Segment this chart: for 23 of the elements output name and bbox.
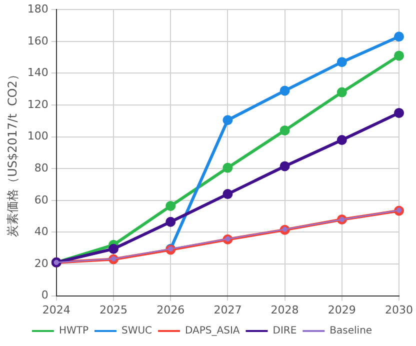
y-tick-label: 0 <box>41 288 48 302</box>
y-tick-label: 180 <box>27 2 48 16</box>
legend-label: DAPS_ASIA <box>185 326 240 337</box>
x-tick-label: 2028 <box>270 303 299 316</box>
y-tick-label: 40 <box>34 225 48 238</box>
y-tick-label: 60 <box>34 193 48 206</box>
legend-label: DIRE <box>272 326 297 337</box>
x-tick-label: 2024 <box>42 303 70 316</box>
x-tick-label: 2030 <box>385 303 414 316</box>
legend-label: HWTP <box>58 326 88 337</box>
y-tick-label: 120 <box>27 98 48 111</box>
legend-label: SWUC <box>121 326 152 337</box>
x-tick-label: 2027 <box>214 303 242 316</box>
y-tick-label: 160 <box>27 34 48 48</box>
y-tick-label: 80 <box>34 161 48 174</box>
y-tick-label: 100 <box>27 130 48 143</box>
y-axis-title: 炭素価格（US$2017/t CO2） <box>5 68 20 237</box>
legend-label: Baseline <box>330 326 372 337</box>
x-tick-label: 2025 <box>99 303 128 316</box>
x-tick-label: 2026 <box>156 303 185 316</box>
x-tick-label: 2029 <box>328 303 356 316</box>
y-tick-label: 20 <box>34 256 48 270</box>
y-tick-label: 140 <box>27 66 48 80</box>
